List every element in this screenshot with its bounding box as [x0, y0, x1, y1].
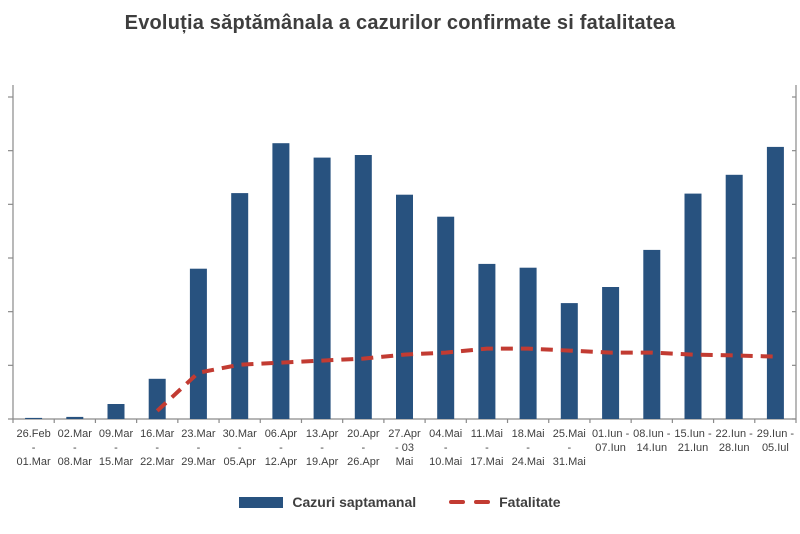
x-axis-label-10: 04.Mai -10.Mai [429, 428, 462, 468]
x-axis-label-1: 02.Mar -08.Mar [58, 428, 93, 468]
legend-bar-swatch [239, 496, 284, 508]
bar-16 [684, 193, 702, 419]
x-axis-label-3: 16.Mar -22.Mar [140, 428, 175, 468]
bar-6 [272, 143, 290, 419]
chart-area: 26.Feb -01.Mar 02.Mar -08.Mar 09.Mar -15.Mar 1… [0, 80, 800, 480]
bar-11 [478, 263, 496, 419]
x-axis-label-7: 13.Apr -19.Apr [306, 428, 339, 468]
bar-3 [148, 378, 166, 420]
x-axis-label-12: 18.Mai -24.Mai [512, 428, 545, 468]
x-axis-label-17: 22.Iun -28.Iun [716, 428, 754, 454]
x-axis-label-8: 20.Apr -26.Apr [347, 428, 380, 468]
bar-8 [354, 155, 372, 419]
x-axis-label-5: 30.Mar -05.Apr [223, 428, 258, 468]
chart-title: Evoluția săptămânala a cazurilor confirm… [124, 12, 676, 34]
bar-15 [643, 249, 661, 419]
bar-13 [560, 303, 578, 419]
x-axis-label-4: 23.Mar -29.Mar [181, 428, 216, 468]
x-axis-label-15: 08.Iun -14.Iun [633, 428, 671, 454]
bar-10 [437, 216, 455, 419]
bar-4 [189, 268, 207, 419]
bar-9 [396, 194, 413, 419]
legend-line-swatch [449, 500, 491, 504]
legend-line-label: Fatalitate [499, 494, 561, 510]
x-axis-label-6: 06.Apr -12.Apr [265, 428, 298, 468]
x-axis-label-16: 15.Iun -21.Iun [674, 428, 712, 454]
bar-7 [313, 157, 331, 419]
x-axis-label-14: 01.Iun -07.Iun [592, 428, 630, 454]
x-axis-label-0: 26.Feb -01.Mar [16, 428, 51, 468]
x-axis-label-18: 29.Iun -05.Iul [757, 428, 795, 454]
x-axis-label-11: 11.Mai -17.Mai [470, 428, 503, 468]
x-axis-label-2: 09.Mar -15.Mar [99, 428, 134, 468]
bar-17 [725, 174, 743, 419]
legend-bar-label: Cazuri saptamanal [292, 494, 417, 510]
bar-18 [766, 146, 784, 419]
bar-1 [66, 416, 84, 419]
bar-2 [107, 404, 125, 419]
bar-5 [231, 193, 249, 419]
bar-12 [519, 267, 537, 419]
chart-legend: Cazuri saptamanal Fatalitate [0, 494, 800, 510]
bar-0 [25, 417, 43, 419]
x-axis-label-9: 27.Apr - 03 Mai [388, 428, 421, 468]
x-axis-label-13: 25.Mai -31.Mai [553, 428, 586, 468]
fatality-line [155, 346, 776, 413]
